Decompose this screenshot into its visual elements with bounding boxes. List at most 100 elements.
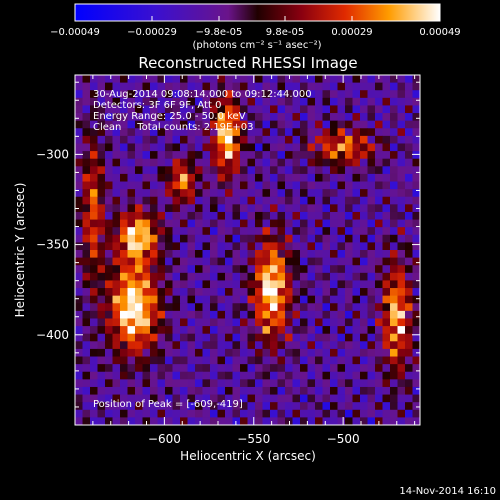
heatmap-cell <box>300 166 308 175</box>
heatmap-cell <box>285 394 293 403</box>
heatmap-cell <box>360 288 368 297</box>
heatmap-cell <box>255 181 263 190</box>
heatmap-cell <box>202 371 211 380</box>
heatmap-cell <box>172 417 181 425</box>
heatmap-cell <box>135 211 143 220</box>
heatmap-cell <box>180 386 188 395</box>
heatmap-cell <box>195 105 203 114</box>
heatmap-cell <box>187 196 196 205</box>
heatmap-cell <box>105 173 113 182</box>
heatmap-cell <box>397 394 406 403</box>
heatmap-cell <box>397 227 406 236</box>
heatmap-cell <box>300 265 308 274</box>
heatmap-cell <box>300 310 308 319</box>
heatmap-cell <box>180 272 188 281</box>
heatmap-cell <box>105 409 113 418</box>
heatmap-cell <box>112 90 121 99</box>
heatmap-cell <box>330 257 338 266</box>
heatmap-cell <box>112 120 121 129</box>
heatmap-cell <box>240 196 248 205</box>
colorbar-unit-label: (photons cm⁻² s⁻¹ asec⁻²) <box>192 40 321 51</box>
heatmap-cell <box>150 189 158 198</box>
heatmap-cell <box>105 97 113 106</box>
heatmap-cell <box>300 151 308 160</box>
heatmap-cell <box>330 181 338 190</box>
heatmap-cell <box>412 234 420 243</box>
heatmap-cell <box>300 135 308 144</box>
heatmap-cell <box>112 158 121 167</box>
heatmap-cell <box>285 113 293 122</box>
heatmap-cell <box>405 211 413 220</box>
heatmap-cell <box>105 82 113 91</box>
heatmap-cell <box>247 341 256 350</box>
heatmap-cell <box>322 295 331 304</box>
heatmap-cell <box>247 97 256 106</box>
heatmap-cell <box>180 348 188 357</box>
heatmap-cell <box>247 196 256 205</box>
heatmap-cell <box>337 265 346 274</box>
heatmap-cell <box>412 310 420 319</box>
heatmap-cell <box>307 173 316 182</box>
heatmap-cell <box>172 318 181 327</box>
heatmap-cell <box>337 128 346 137</box>
heatmap-cell <box>390 386 398 395</box>
heatmap-cell <box>307 272 316 281</box>
heatmap-cell <box>307 75 316 84</box>
heatmap-cell <box>172 409 181 418</box>
heatmap-cell <box>352 402 361 411</box>
heatmap-cell <box>120 128 128 137</box>
heatmap-cell <box>390 120 398 129</box>
heatmap-cell <box>202 211 211 220</box>
heatmap-cell <box>345 204 353 213</box>
heatmap-cell <box>187 211 196 220</box>
heatmap-cell <box>412 341 420 350</box>
heatmap-cell <box>405 402 413 411</box>
heatmap-cell <box>157 257 166 266</box>
heatmap-cell <box>217 394 226 403</box>
heatmap-cell <box>390 417 398 425</box>
heatmap-cell <box>292 318 301 327</box>
heatmap-cell <box>405 310 413 319</box>
heatmap-cell <box>337 97 346 106</box>
heatmap-cell <box>232 288 241 297</box>
heatmap-cell <box>375 341 383 350</box>
heatmap-cell <box>390 341 398 350</box>
heatmap-cell <box>97 120 106 129</box>
heatmap-cell <box>285 234 293 243</box>
heatmap-cell <box>345 303 353 312</box>
heatmap-cell <box>292 326 301 335</box>
observation-annotations: 30-Aug-2014 09:08:14.000 to 09:12:44.000… <box>93 89 312 410</box>
heatmap-cell <box>210 204 218 213</box>
heatmap-cell <box>277 402 286 411</box>
heatmap-cell <box>315 280 323 289</box>
heatmap-cell <box>240 90 248 99</box>
heatmap-cell <box>285 211 293 220</box>
heatmap-cell <box>75 181 83 190</box>
heatmap-cell <box>247 75 256 84</box>
heatmap-cell <box>345 318 353 327</box>
heatmap-cell <box>217 189 226 198</box>
heatmap-cell <box>180 105 188 114</box>
heatmap-cell <box>315 227 323 236</box>
heatmap-cell <box>142 166 151 175</box>
heatmap-cell <box>90 82 98 91</box>
heatmap-cell <box>262 75 271 84</box>
heatmap-cell <box>142 333 151 342</box>
heatmap-cell <box>352 310 361 319</box>
heatmap-cell <box>105 219 113 228</box>
heatmap-cell <box>412 280 420 289</box>
heatmap-cell <box>172 379 181 388</box>
heatmap-cell <box>390 310 398 319</box>
heatmap-cell <box>217 326 226 335</box>
heatmap-cell <box>120 326 128 335</box>
heatmap-cell <box>300 189 308 198</box>
heatmap-cell <box>405 295 413 304</box>
heatmap-cell <box>105 265 113 274</box>
heatmap-cell <box>232 196 241 205</box>
heatmap-cell <box>82 90 91 99</box>
heatmap-cell <box>127 272 136 281</box>
heatmap-cell <box>150 120 158 129</box>
heatmap-cell <box>210 394 218 403</box>
heatmap-cell <box>202 204 211 213</box>
heatmap-cell <box>82 394 91 403</box>
